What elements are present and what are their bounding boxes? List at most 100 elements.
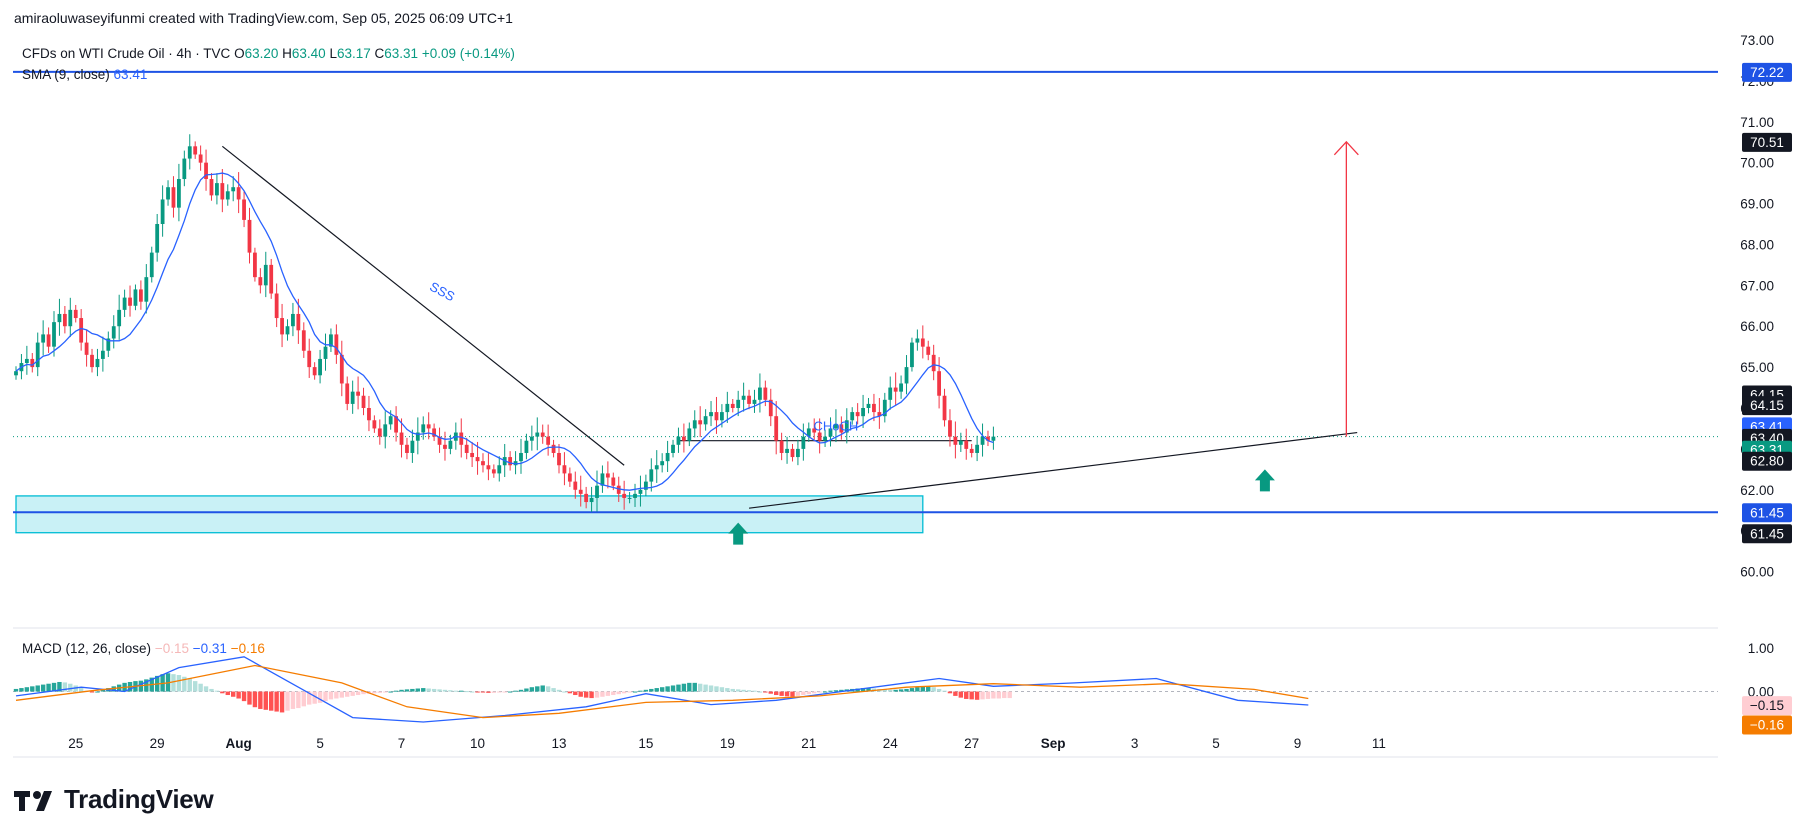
macd-histogram-bar xyxy=(784,691,790,697)
candle xyxy=(198,154,203,163)
symbol-title: CFDs on WTI Crude Oil · 4h · TVC xyxy=(22,46,231,61)
candle xyxy=(926,346,931,355)
macd-histogram-bar xyxy=(247,691,252,705)
candle xyxy=(280,318,284,335)
candle xyxy=(475,457,480,462)
macd-histogram-bar xyxy=(926,686,931,692)
macd-histogram-bar xyxy=(643,689,649,692)
symbol-legend[interactable]: CFDs on WTI Crude Oil · 4h · TVC O63.20 … xyxy=(22,46,515,61)
macd-histogram-bar xyxy=(404,689,410,692)
candle xyxy=(30,358,35,368)
macd-histogram-bar xyxy=(920,686,926,692)
sma-legend[interactable]: SMA (9, close) 63.41 xyxy=(22,67,147,82)
macd-histogram-bar xyxy=(545,686,551,692)
macd-histogram-bar xyxy=(388,691,393,693)
candle xyxy=(850,412,855,421)
macd-pane xyxy=(13,656,1718,723)
candle xyxy=(410,440,415,453)
macd-histogram-bar xyxy=(317,691,323,703)
high-label: H xyxy=(282,46,292,61)
candle xyxy=(171,187,176,208)
candle xyxy=(828,428,833,437)
candle xyxy=(638,489,643,494)
candle xyxy=(964,440,969,449)
low-label: L xyxy=(329,46,337,61)
candle xyxy=(524,440,529,453)
time-tick-label: 27 xyxy=(964,736,979,751)
price-label: 70.51 xyxy=(1750,135,1784,150)
macd-histogram-bar xyxy=(182,676,187,692)
macd-histogram-bar xyxy=(486,691,491,693)
macd-histogram-bar xyxy=(893,689,898,692)
candle xyxy=(882,399,887,417)
time-axis[interactable]: 25 29 Aug 5 7 10 13 15 19 21 24 27 Sep 3 5 9 11 xyxy=(68,736,1386,751)
macd-histogram-bar xyxy=(991,691,996,699)
macd-histogram-bar xyxy=(252,691,258,708)
macd-histogram-bar xyxy=(241,691,247,702)
macd-histogram-bar xyxy=(296,691,301,709)
candle xyxy=(383,424,388,437)
candle xyxy=(247,219,252,253)
price-tick-label: 65.00 xyxy=(1740,360,1774,375)
macd-histogram-bar xyxy=(383,691,388,693)
macd-histogram-bar xyxy=(301,691,306,707)
macd-histogram-bar xyxy=(312,691,317,704)
macd-histogram-bar xyxy=(225,691,230,696)
macd-histogram-bar xyxy=(708,685,714,692)
macd-histogram-bar xyxy=(350,691,355,696)
macd-histogram-bar xyxy=(518,689,524,692)
macd-histogram-bar xyxy=(328,691,334,700)
candle xyxy=(399,432,404,445)
candle xyxy=(236,187,241,200)
macd-signal-value: −0.16 xyxy=(230,641,265,656)
macd-histogram-bar xyxy=(236,691,241,699)
time-tick-label: 13 xyxy=(551,736,566,751)
macd-histogram-bar xyxy=(790,691,795,697)
macd-tick-label: 1.00 xyxy=(1748,641,1774,656)
candle xyxy=(106,338,111,351)
candle xyxy=(785,448,789,453)
candle xyxy=(415,432,420,441)
candle xyxy=(844,420,849,433)
sma-line xyxy=(15,172,994,491)
macd-histogram-bar xyxy=(448,690,453,692)
tradingview-logo[interactable]: TradingView xyxy=(14,784,214,815)
low-value: 63.17 xyxy=(336,46,371,61)
macd-histogram-bar xyxy=(730,688,735,692)
macd-signal-badge: −0.16 xyxy=(1750,718,1784,733)
price-labels-layer: 72.2261.4561.4570.5164.1564.1563.4163.40… xyxy=(1742,62,1792,735)
candle xyxy=(584,493,589,503)
candle xyxy=(334,334,339,355)
macd-histogram-bar xyxy=(345,691,350,697)
candle xyxy=(166,187,170,200)
time-tick-label: 7 xyxy=(398,736,406,751)
macd-histogram-bar xyxy=(209,688,214,692)
candle xyxy=(595,485,599,498)
macd-histogram-bar xyxy=(725,688,730,692)
candle xyxy=(95,358,100,368)
candle xyxy=(714,412,719,421)
candle xyxy=(801,436,806,449)
macd-histogram-bar xyxy=(171,674,176,692)
candle xyxy=(758,387,762,400)
zone-price-label-bg xyxy=(1742,524,1792,544)
candle xyxy=(980,436,985,445)
candle xyxy=(942,395,947,421)
candle xyxy=(138,289,143,302)
candle xyxy=(991,436,996,441)
macd-legend[interactable]: MACD (12, 26, close) −0.15 −0.31 −0.16 xyxy=(22,641,265,656)
candle xyxy=(155,224,160,253)
candle xyxy=(79,318,84,343)
macd-histogram-bar xyxy=(953,691,958,696)
candle xyxy=(752,399,757,404)
macd-histogram-bar xyxy=(24,687,30,692)
candle xyxy=(204,162,208,180)
macd-histogram-bar xyxy=(936,688,942,692)
candle xyxy=(709,412,713,417)
macd-histogram-bar xyxy=(567,691,573,694)
candle xyxy=(834,424,838,429)
candle xyxy=(160,199,165,224)
candle xyxy=(193,146,198,155)
macd-histogram-bar xyxy=(431,688,437,692)
